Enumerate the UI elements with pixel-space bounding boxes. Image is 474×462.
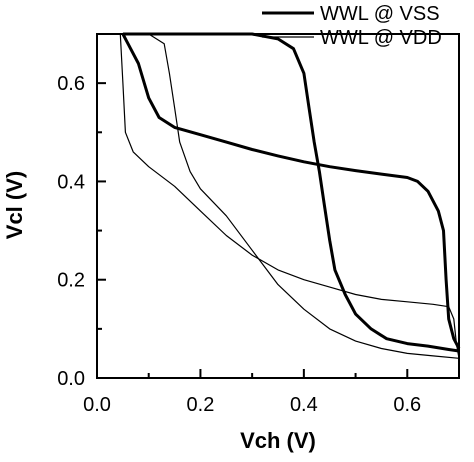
- axis-ticks: [96, 33, 460, 379]
- tick-labels: 0.0 0.2 0.4 0.6 0.0 0.2 0.4 0.6: [57, 73, 421, 416]
- x-tick-label: 0.4: [290, 394, 318, 416]
- plot-border: [96, 33, 460, 379]
- series-1-branch-2: [122, 32, 460, 353]
- series-1-branch-1: [121, 33, 461, 350]
- legend-label: WWL @ VSS: [320, 3, 440, 25]
- y-tick-label: 0.4: [57, 171, 85, 193]
- series-lines: [119, 32, 461, 359]
- x-tick-label: 0.0: [83, 394, 111, 416]
- y-tick-label: 0.6: [57, 73, 85, 95]
- plot-frame: [96, 33, 460, 379]
- y-tick-label: 0.0: [57, 368, 85, 390]
- series-2-branch-2: [128, 33, 460, 359]
- legend-label: WWL @ VDD: [320, 27, 442, 49]
- y-tick-label: 0.2: [57, 270, 85, 292]
- x-axis-title: Vch (V): [240, 428, 316, 453]
- y-axis-title: Vcl (V): [2, 171, 27, 239]
- series-2-branch-1: [119, 33, 460, 359]
- x-tick-label: 0.2: [187, 394, 215, 416]
- x-tick-label: 0.6: [393, 394, 421, 416]
